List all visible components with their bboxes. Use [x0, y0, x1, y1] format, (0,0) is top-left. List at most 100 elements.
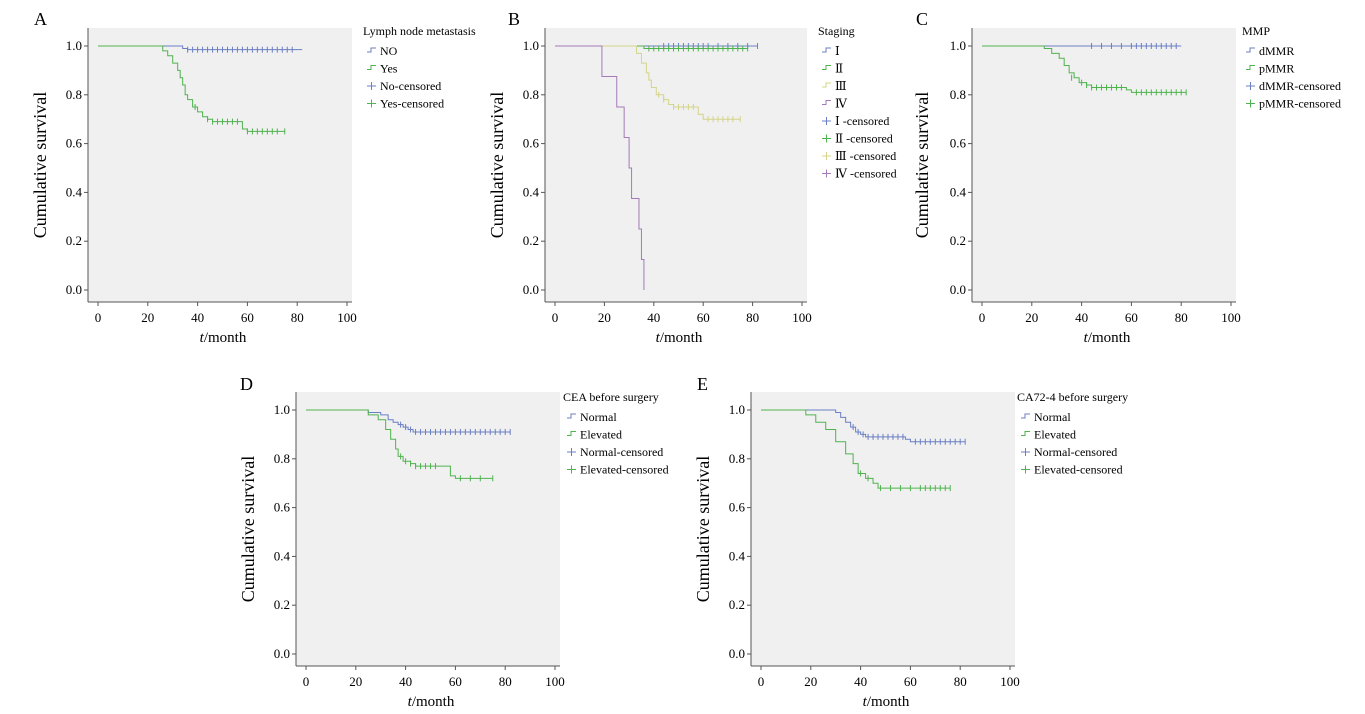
legend-line-swatch [567, 413, 576, 419]
km-panel-b: B 0.0 0.2 0.4 0.6 0.8 1.0 0 20 40 60 80 100 Cumulativ… [487, 9, 897, 346]
y-tick-label: 0.4 [950, 184, 967, 199]
x-tick-label: 0 [95, 310, 102, 325]
x-tick-label: 40 [854, 674, 867, 689]
legend-label: dMMR-censored [1259, 79, 1341, 93]
legend-label: pMMR-censored [1259, 97, 1341, 111]
legend-label: Normal-censored [1034, 445, 1117, 459]
legend-line-swatch [1021, 431, 1030, 436]
survival-line-1 [98, 45, 303, 51]
legend-title: CEA before surgery [563, 390, 659, 404]
y-tick-label: 0.8 [729, 451, 745, 466]
legend-label: Normal [580, 410, 617, 424]
legend-label: Yes-censored [380, 97, 444, 111]
survival-line-4 [555, 45, 645, 290]
legend-label: Elevated [580, 428, 622, 442]
legend-line-swatch [567, 431, 576, 436]
legend-label: Ⅳ [835, 97, 848, 111]
x-tick-label: 20 [349, 674, 362, 689]
legend-title: CA72-4 before surgery [1017, 390, 1128, 404]
x-tick-label: 0 [552, 310, 559, 325]
y-tick-label: 1.0 [523, 38, 539, 53]
x-tick-label: 40 [647, 310, 660, 325]
y-tick-label: 0.4 [66, 184, 83, 199]
x-tick-label: 20 [598, 310, 611, 325]
legend-label: No-censored [380, 79, 441, 93]
legend-label: Ⅱ -censored [835, 132, 893, 146]
x-tick-label: 40 [191, 310, 204, 325]
legend-line-swatch [822, 100, 831, 105]
x-axis-title: t/month [1084, 330, 1131, 346]
y-tick-label: 0.8 [950, 87, 966, 102]
legend-label: Elevated-censored [580, 463, 669, 477]
x-tick-label: 80 [1175, 310, 1188, 325]
legend-label: Normal [1034, 410, 1071, 424]
x-axis-title: t/month [408, 694, 455, 710]
y-axis-title: Cumulative survival [30, 92, 50, 238]
x-tick-label: 100 [337, 310, 357, 325]
x-tick-label: 80 [499, 674, 512, 689]
x-tick-label: 20 [1025, 310, 1038, 325]
panel-letter: C [916, 9, 928, 29]
x-tick-label: 80 [291, 310, 304, 325]
x-tick-label: 0 [758, 674, 765, 689]
y-tick-label: 1.0 [729, 402, 745, 417]
y-tick-label: 0.0 [523, 282, 539, 297]
panel-letter: E [697, 374, 708, 394]
plot-background [545, 28, 807, 302]
x-tick-label: 60 [449, 674, 462, 689]
x-axis-title: t/month [200, 330, 247, 346]
legend-line-swatch [367, 47, 376, 53]
legend-label: Ⅰ -censored [835, 114, 889, 128]
y-tick-label: 0.8 [523, 87, 539, 102]
legend-title: Lymph node metastasis [363, 24, 476, 38]
survival-line-1 [761, 409, 966, 443]
y-tick-label: 0.0 [274, 646, 290, 661]
y-tick-label: 0.6 [274, 500, 291, 515]
y-axis-title: Cumulative survival [693, 456, 713, 602]
y-axis-title: Cumulative survival [912, 92, 932, 238]
survival-line-2 [761, 409, 951, 489]
y-tick-label: 0.2 [950, 233, 966, 248]
panel-letter: A [34, 9, 47, 29]
legend-label: Elevated-censored [1034, 463, 1123, 477]
x-tick-label: 40 [1075, 310, 1088, 325]
km-panel-a: A 0.0 0.2 0.4 0.6 0.8 1.0 0 20 40 60 80 100 Cumulativ… [30, 9, 476, 346]
panel-letter: B [508, 9, 520, 29]
y-tick-label: 0.2 [274, 597, 290, 612]
x-tick-label: 60 [904, 674, 917, 689]
y-tick-label: 1.0 [66, 38, 82, 53]
y-tick-label: 0.2 [523, 233, 539, 248]
legend-line-swatch [822, 47, 831, 53]
panel-letter: D [240, 374, 253, 394]
survival-line-2 [982, 45, 1187, 93]
y-tick-label: 0.4 [523, 184, 540, 199]
legend-label: Ⅱ [835, 62, 843, 76]
x-tick-label: 20 [141, 310, 154, 325]
legend-label: Yes [380, 62, 398, 76]
plot-background [751, 392, 1015, 666]
legend-label: NO [380, 44, 398, 58]
km-panel-e: E 0.0 0.2 0.4 0.6 0.8 1.0 0 20 40 60 80 100 Cumulativ… [693, 374, 1128, 710]
y-tick-label: 0.6 [729, 500, 746, 515]
x-tick-label: 40 [399, 674, 412, 689]
legend-line-swatch [822, 82, 831, 88]
legend-label: pMMR [1259, 62, 1294, 76]
legend-line-swatch [1246, 65, 1255, 70]
y-tick-label: 0.0 [950, 282, 966, 297]
y-tick-label: 1.0 [274, 402, 290, 417]
x-tick-label: 0 [303, 674, 310, 689]
x-axis-title: t/month [863, 694, 910, 710]
y-tick-label: 0.6 [950, 136, 967, 151]
legend-label: Ⅰ [835, 44, 840, 58]
x-tick-label: 60 [697, 310, 710, 325]
plot-background [972, 28, 1236, 302]
legend-line-swatch [367, 65, 376, 70]
y-tick-label: 0.2 [66, 233, 82, 248]
x-tick-label: 100 [1221, 310, 1241, 325]
x-tick-label: 0 [979, 310, 986, 325]
x-tick-label: 80 [954, 674, 967, 689]
legend-label: dMMR [1259, 44, 1294, 58]
legend-line-swatch [1246, 47, 1255, 53]
y-tick-label: 0.2 [729, 597, 745, 612]
